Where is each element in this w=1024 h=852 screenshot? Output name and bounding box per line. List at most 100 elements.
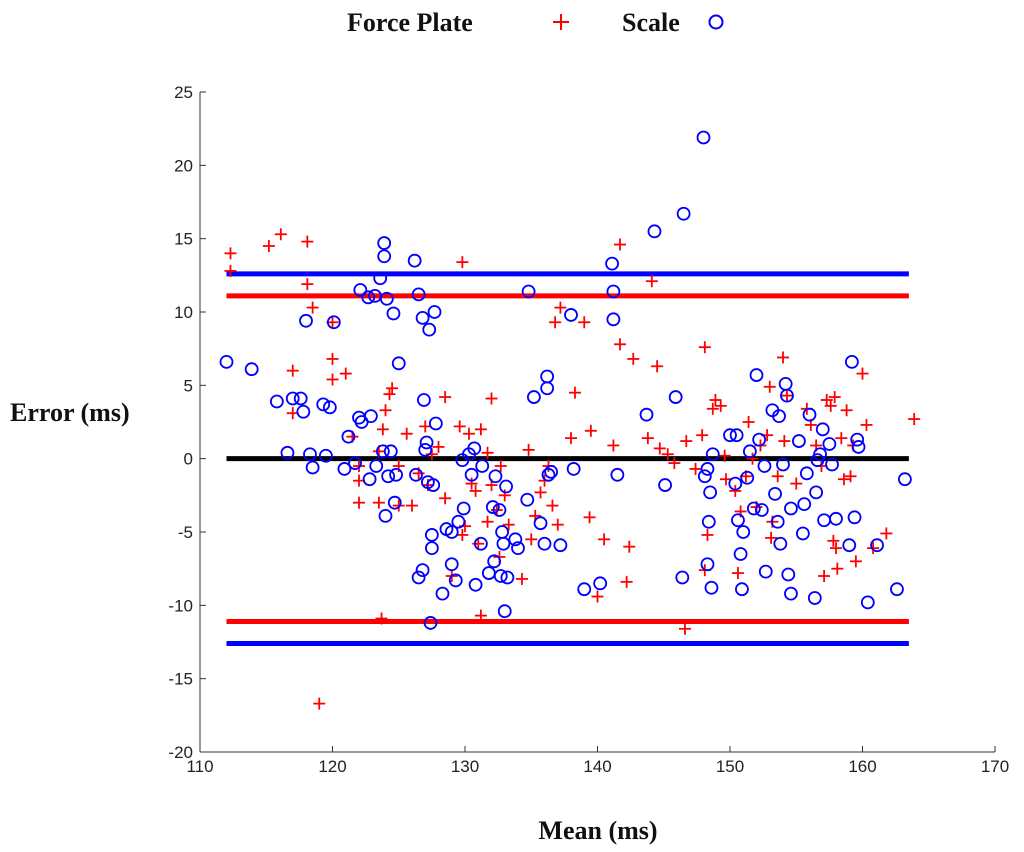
- data-point-force-plate: [790, 477, 803, 490]
- data-point-force-plate: [400, 427, 413, 440]
- data-point-scale: [736, 525, 751, 539]
- data-point-force-plate: [546, 499, 559, 512]
- data-point-force-plate: [827, 534, 840, 547]
- data-point-scale: [487, 554, 502, 569]
- data-point-force-plate: [439, 492, 452, 505]
- data-point-scale: [411, 287, 426, 302]
- legend-marker-circle-icon: [708, 14, 724, 30]
- data-point-scale: [451, 514, 466, 529]
- data-point-force-plate: [376, 423, 389, 436]
- data-point-scale: [696, 130, 711, 145]
- data-point-scale: [353, 283, 368, 297]
- data-point-scale: [851, 440, 866, 454]
- data-point-force-plate: [627, 352, 640, 365]
- x-axis-title: Mean (ms): [538, 816, 657, 845]
- data-point-force-plate: [432, 440, 445, 453]
- data-point-scale: [813, 447, 827, 462]
- y-tick-label: -15: [168, 670, 193, 689]
- data-point-scale: [703, 485, 718, 500]
- data-point-force-plate: [353, 460, 365, 472]
- data-point-force-plate: [375, 612, 388, 625]
- data-point-force-plate: [286, 364, 299, 377]
- data-point-force-plate: [262, 240, 275, 252]
- data-point-scale: [845, 354, 859, 369]
- data-point-force-plate: [372, 496, 385, 509]
- data-point-scale: [492, 503, 507, 517]
- data-point-force-plate: [301, 278, 314, 291]
- data-point-force-plate: [584, 424, 597, 437]
- data-point-force-plate: [565, 432, 577, 445]
- data-point-scale: [606, 312, 621, 327]
- data-point-force-plate: [498, 489, 511, 502]
- data-point-scale: [305, 460, 320, 475]
- data-point-force-plate: [515, 572, 528, 585]
- data-point-scale: [422, 322, 437, 337]
- data-point-scale: [733, 547, 748, 561]
- data-point-scale: [773, 536, 788, 551]
- data-point-force-plate: [474, 423, 487, 436]
- data-point-scale: [326, 315, 341, 330]
- data-point-scale: [799, 466, 814, 481]
- data-point-scale: [533, 516, 548, 531]
- data-point-force-plate: [680, 435, 693, 448]
- data-point-scale: [419, 435, 434, 450]
- data-point-force-plate: [591, 590, 604, 603]
- data-point-scale: [639, 407, 654, 422]
- data-point-scale: [700, 557, 715, 572]
- data-point-scale: [776, 457, 790, 472]
- data-point-force-plate: [668, 457, 681, 470]
- data-point-scale: [444, 525, 459, 539]
- data-point-scale: [520, 492, 535, 507]
- data-point-force-plate: [313, 697, 326, 710]
- series-force-plate: [224, 228, 921, 710]
- data-point-force-plate: [763, 380, 776, 393]
- data-point-force-plate: [481, 515, 494, 528]
- data-point-scale: [772, 409, 786, 424]
- data-point-scale: [379, 291, 394, 306]
- data-point-scale: [448, 573, 463, 588]
- data-point-scale: [746, 501, 761, 516]
- data-point-force-plate: [534, 486, 547, 499]
- data-point-scale: [322, 400, 337, 415]
- data-point-scale: [825, 457, 839, 472]
- data-point-force-plate: [780, 389, 793, 402]
- data-point-scale: [337, 462, 352, 476]
- data-point-scale: [348, 456, 362, 470]
- y-tick-label: -10: [168, 596, 193, 615]
- data-point-force-plate: [614, 338, 627, 351]
- data-point-force-plate: [706, 402, 719, 415]
- legend: Force Plate Scale: [347, 8, 724, 37]
- data-point-force-plate: [456, 528, 469, 541]
- data-point-scale: [817, 513, 831, 528]
- data-point-scale: [500, 570, 515, 585]
- data-point-force-plate: [860, 418, 873, 431]
- data-point-scale: [676, 206, 691, 221]
- data-point-scale: [423, 616, 438, 630]
- data-point-scale: [757, 459, 772, 473]
- data-point-force-plate: [831, 562, 844, 575]
- data-point-force-plate: [661, 448, 674, 461]
- data-point-force-plate: [419, 420, 432, 433]
- data-point-force-plate: [678, 622, 691, 635]
- data-point-scale: [475, 459, 490, 473]
- data-point-force-plate: [778, 435, 791, 448]
- data-point-scale: [285, 391, 300, 406]
- data-point-scale: [464, 467, 479, 482]
- data-point-scale: [792, 434, 806, 448]
- data-point-force-plate: [386, 382, 399, 395]
- data-point-scale: [566, 462, 581, 476]
- data-point-scale: [341, 429, 356, 444]
- data-point-scale: [797, 497, 812, 512]
- data-point-scale: [521, 284, 536, 299]
- data-point-scale: [373, 271, 388, 286]
- x-tick-label: 130: [451, 757, 479, 776]
- data-point-force-plate: [224, 247, 237, 260]
- data-point-scale: [754, 503, 769, 517]
- y-tick-label: 5: [184, 376, 193, 395]
- data-point-force-plate: [326, 373, 339, 386]
- data-point-scale: [415, 563, 430, 578]
- data-point-force-plate: [824, 399, 837, 412]
- data-point-scale: [485, 500, 500, 514]
- y-tick-label: 20: [174, 156, 193, 175]
- data-point-force-plate: [494, 460, 507, 472]
